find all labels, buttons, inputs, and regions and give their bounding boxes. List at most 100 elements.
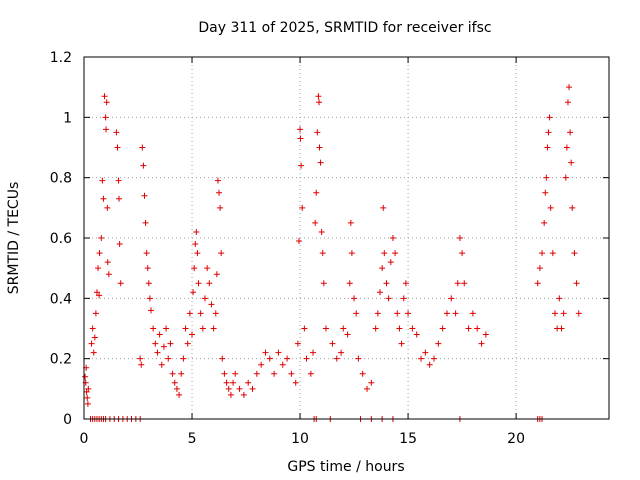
data-point [236, 385, 243, 392]
data-point [192, 241, 199, 248]
data-point [145, 280, 152, 287]
grid-lines [84, 57, 609, 419]
data-point [102, 114, 109, 121]
data-point [418, 355, 425, 362]
data-point [396, 325, 403, 332]
data-point [534, 280, 541, 287]
data-point [301, 325, 308, 332]
data-point [374, 310, 381, 317]
data-point [93, 289, 100, 296]
data-point [104, 259, 111, 266]
data-point [563, 144, 570, 151]
data-point [459, 250, 466, 257]
data-point [313, 189, 320, 196]
data-point [154, 349, 161, 356]
data-point [443, 310, 450, 317]
data-point [558, 325, 565, 332]
data-point [422, 349, 429, 356]
data-point [564, 99, 571, 106]
data-point [389, 235, 396, 241]
data-point [400, 295, 407, 302]
data-point [212, 310, 219, 317]
data-point [91, 334, 98, 341]
data-point [146, 295, 153, 302]
data-point [176, 391, 183, 398]
data-point [315, 93, 322, 100]
data-point [409, 325, 416, 332]
data-point [223, 379, 230, 386]
data-point [398, 340, 405, 347]
y-tick-label: 0.8 [50, 171, 72, 187]
data-point [368, 379, 375, 386]
data-point [566, 84, 573, 91]
data-point [84, 394, 91, 401]
data-point [307, 370, 314, 377]
data-point [201, 295, 208, 302]
data-point [312, 219, 319, 226]
data-point [544, 144, 551, 151]
data-point [116, 241, 123, 248]
data-point [186, 310, 193, 317]
data-point [372, 325, 379, 332]
data-point [213, 271, 220, 278]
data-point [216, 189, 223, 196]
data-point [85, 385, 92, 392]
data-point [560, 310, 567, 317]
data-point [402, 280, 409, 287]
data-point [195, 280, 202, 287]
data-point [95, 265, 102, 272]
data-point [100, 195, 107, 202]
data-point [383, 280, 390, 287]
y-tick-label: 1 [63, 110, 72, 126]
data-point [221, 370, 228, 377]
y-axis-label: SRMTID / TECUs [6, 182, 22, 295]
data-point [310, 349, 317, 356]
data-point [348, 250, 355, 257]
data-point [258, 361, 265, 368]
data-point [551, 310, 558, 317]
data-point [322, 325, 329, 332]
data-points [82, 84, 582, 422]
x-axis-label: GPS time / hours [287, 459, 404, 475]
data-point [227, 391, 234, 398]
data-point [204, 265, 211, 272]
data-point [297, 135, 304, 142]
data-point [405, 310, 412, 317]
data-point [232, 370, 239, 377]
data-point [279, 361, 286, 368]
data-point [539, 250, 546, 257]
data-point [379, 265, 386, 272]
data-point [452, 310, 459, 317]
y-tick-label: 0 [63, 412, 72, 428]
data-point [319, 250, 326, 257]
data-point [298, 162, 305, 169]
data-point [292, 379, 299, 386]
data-point [546, 114, 553, 121]
data-point [253, 370, 260, 377]
data-point [320, 280, 327, 287]
data-point [214, 177, 221, 184]
data-point [266, 355, 273, 362]
data-point [556, 295, 563, 302]
data-point [105, 271, 112, 278]
data-point [139, 144, 146, 151]
data-point [353, 310, 360, 317]
data-point [219, 355, 226, 362]
data-point [288, 370, 295, 377]
data-point [275, 349, 282, 356]
data-point [385, 295, 392, 302]
data-point [84, 400, 91, 407]
data-point [96, 292, 103, 299]
data-point [103, 99, 110, 106]
data-point [344, 331, 351, 338]
data-point [340, 325, 347, 332]
data-point [426, 361, 433, 368]
data-point [230, 379, 237, 386]
data-point [364, 385, 371, 392]
data-point [138, 361, 145, 368]
data-point [303, 355, 310, 362]
x-tick-label: 10 [291, 431, 309, 447]
data-point [297, 126, 304, 133]
data-point [295, 238, 302, 245]
